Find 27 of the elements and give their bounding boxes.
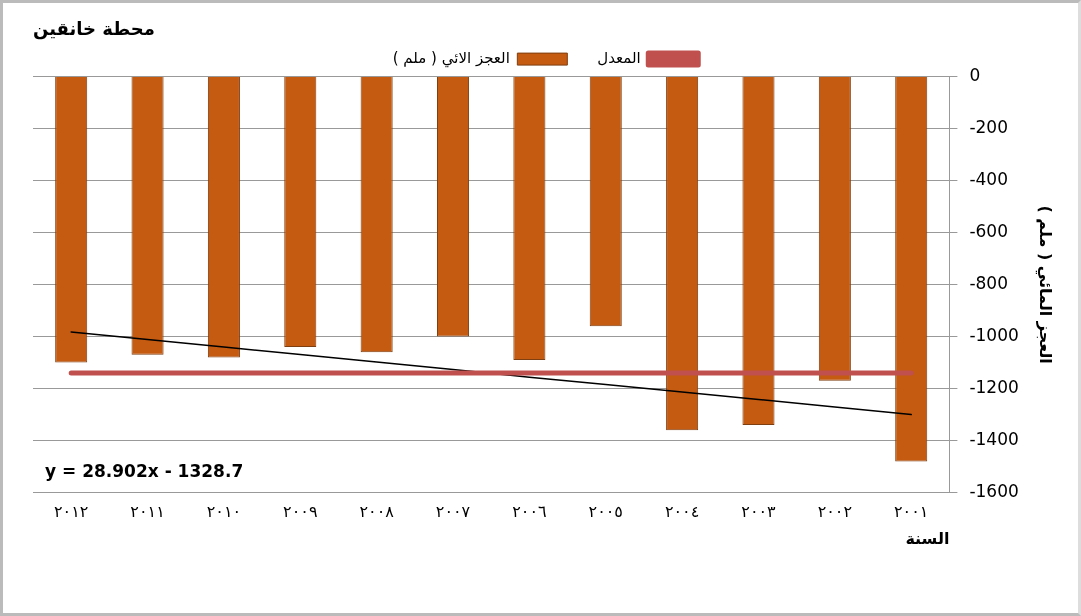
x-tick-label: ٢٠٠٥ (588, 502, 623, 522)
y-tick-label: -400 (969, 169, 1008, 190)
y-tick-label: 0 (969, 65, 981, 86)
y-tick-label: -200 (969, 117, 1008, 138)
y-tick-label: -800 (969, 273, 1008, 294)
x-tick-label: ٢٠١٠ (206, 502, 242, 522)
legend-label: العجز الائي ( ملم ) (392, 48, 510, 68)
x-tick-label: ٢٠١١ (130, 502, 165, 522)
x-tick-label: ٢٠٠٩ (283, 502, 318, 522)
y-tick-label: -1600 (969, 481, 1019, 502)
x-tick-label: ٢٠٠١ (894, 502, 929, 522)
x-tick-label: ٢٠٠٢ (817, 502, 853, 522)
legend-label: المعدل (597, 48, 641, 67)
x-tick-label: ٢٠٠٧ (435, 502, 471, 522)
x-tick-label: ٢٠٠٨ (359, 502, 395, 522)
y-tick-label: -1400 (969, 429, 1019, 450)
y-tick-label: -600 (969, 221, 1008, 242)
chart-title: محطة خانقين (33, 18, 155, 41)
x-tick-label: ٢٠٠٦ (512, 502, 547, 522)
annotation: y = 28.902x - 1328.7 (45, 461, 244, 482)
x-tick-label: ٢٠١٢ (54, 502, 89, 522)
x-axis-title: السنة (905, 528, 950, 548)
y-tick-label: -1200 (969, 377, 1019, 398)
x-tick-label: ٢٠٠٣ (741, 502, 777, 522)
y-tick-label: -1000 (969, 325, 1019, 346)
y-axis-title: العجز المائي ( ملم ) (1035, 205, 1056, 364)
x-tick-label: ٢٠٠٤ (664, 502, 700, 522)
